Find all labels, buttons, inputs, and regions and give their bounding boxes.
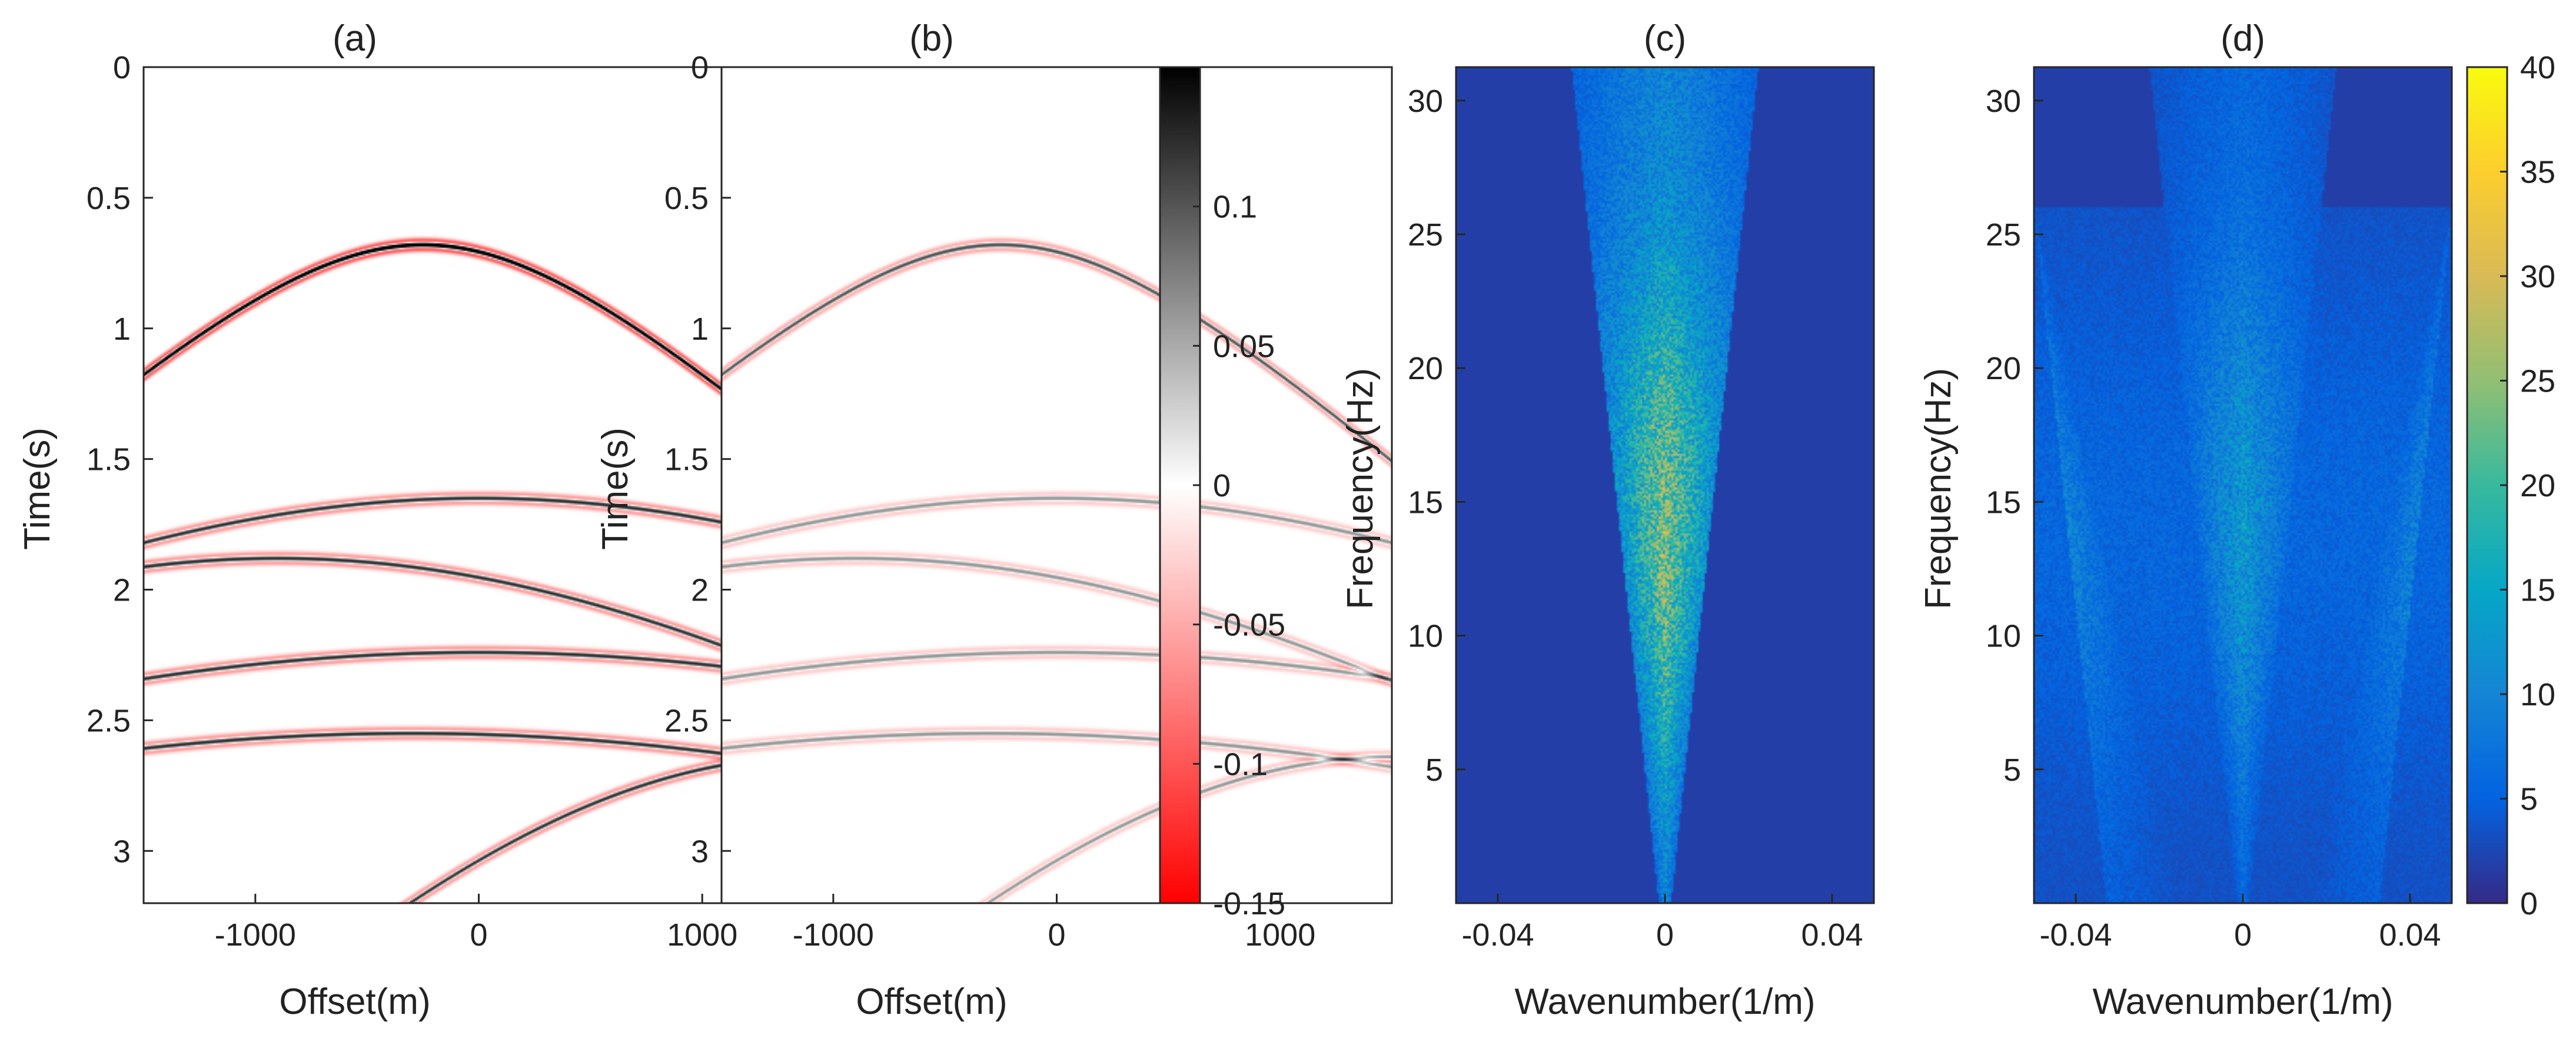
panel-c-yticks: 5 10 15 20 25 30 [1408, 84, 1465, 788]
xtick-label: 0 [1656, 917, 1674, 953]
colorbar-tick-label: 10 [2520, 677, 2555, 712]
panel-c-xticks: -0.04 0 0.04 [1461, 894, 1863, 953]
ytick-label: 10 [1986, 619, 2021, 654]
ytick-label: 1.5 [664, 442, 709, 477]
colorbar-tick-label: 0 [1213, 468, 1231, 503]
colorbar-tick-label: 25 [2520, 364, 2555, 399]
colorbar-d: 40 35 30 25 20 15 10 5 0 [2466, 50, 2555, 921]
ytick-label: 15 [1408, 485, 1443, 520]
ytick-label: 0.5 [664, 181, 709, 216]
colorbar-tick-label: 35 [2520, 155, 2555, 190]
xtick-label: -0.04 [1461, 917, 1534, 953]
xtick-label: 0 [1048, 917, 1065, 953]
ytick-label: 25 [1408, 217, 1443, 253]
ytick-label: 30 [1986, 84, 2021, 119]
colorbar-b-ticks: 0.1 0.05 0 -0.05 -0.1 -0.15 [1193, 190, 1285, 921]
panel-d-ylabel: Frequency(Hz) [1918, 368, 1959, 609]
colorbar-d-ticks: 40 35 30 25 20 15 10 5 0 [2500, 50, 2555, 921]
ytick-label: 1 [691, 311, 709, 347]
colorbar-tick-label: -0.1 [1213, 747, 1268, 782]
panel-c-xlabel: Wavenumber(1/m) [1514, 981, 1815, 1022]
ytick-label: 1 [113, 311, 131, 347]
xtick-label: 0.04 [1801, 917, 1863, 953]
panel-d-xticks: -0.04 0 0.04 [2039, 894, 2441, 953]
xtick-label: 1000 [667, 917, 737, 953]
ytick-label: 10 [1408, 619, 1443, 654]
xtick-label: -1000 [215, 917, 296, 953]
xtick-label: -0.04 [2039, 917, 2112, 953]
panel-b-heatmap [722, 67, 1392, 903]
colorbar-tick-label: 30 [2520, 259, 2555, 294]
ytick-label: 15 [1986, 485, 2021, 520]
ytick-label: 20 [1986, 351, 2021, 386]
colorbar-tick-label: 40 [2520, 50, 2555, 85]
xtick-label: 1000 [1245, 917, 1315, 953]
panel-b-ylabel: Time(s) [595, 427, 636, 550]
panel-c-title: (c) [1644, 18, 1686, 59]
panel-b: (b) 0 0.5 1 1.5 2 2.5 3 -1000 0 1000 Offset(m) T… [595, 18, 1393, 1022]
ytick-label: 2.5 [87, 703, 131, 738]
colorbar-tick-label: 0.05 [1213, 329, 1275, 364]
panel-c: (c) 5 10 15 20 25 30 -0.04 0 0.04 Wavenumber(1/… [1340, 18, 1875, 1022]
xtick-label: -1000 [793, 917, 874, 953]
panel-a-heatmap [144, 67, 814, 903]
panel-d: (d) 5 10 15 20 25 30 -0.04 0 0.04 Wavenumber(1/… [1918, 18, 2453, 1022]
ytick-label: 2.5 [664, 703, 709, 738]
ytick-label: 5 [2003, 752, 2021, 788]
colorbar-tick-label: 20 [2520, 468, 2555, 503]
panel-a-title: (a) [333, 18, 377, 59]
ytick-label: 2 [691, 573, 709, 608]
panel-a-yticks: 0 0.5 1 1.5 2 2.5 3 [87, 50, 153, 869]
panel-a-xticks: -1000 0 1000 [215, 894, 737, 953]
ytick-label: 2 [113, 573, 131, 608]
ytick-label: 1.5 [87, 442, 131, 477]
panel-b-yticks: 0 0.5 1 1.5 2 2.5 3 [664, 50, 731, 869]
xtick-label: 0.04 [2379, 917, 2441, 953]
panel-a-ylabel: Time(s) [17, 427, 58, 550]
colorbar-tick-label: -0.15 [1213, 886, 1285, 921]
panel-a: (a) 0 0.5 1 1.5 2 2.5 3 -1000 0 1000 Offset(m) T… [17, 18, 815, 1022]
xtick-label: 0 [470, 917, 487, 953]
ytick-label: 0.5 [87, 181, 131, 216]
ytick-label: 30 [1408, 84, 1443, 119]
panel-c-heatmap [1456, 67, 1874, 903]
ytick-label: 5 [1425, 752, 1443, 788]
xtick-label: 0 [2234, 917, 2252, 953]
ytick-label: 3 [113, 834, 131, 869]
ytick-label: 0 [113, 50, 131, 85]
panel-b-xlabel: Offset(m) [856, 981, 1007, 1022]
panel-c-ylabel: Frequency(Hz) [1340, 368, 1381, 609]
colorbar-tick-label: 15 [2520, 573, 2555, 608]
ytick-label: 25 [1986, 217, 2021, 253]
ytick-label: 20 [1408, 351, 1443, 386]
colorbar-tick-label: 5 [2520, 782, 2538, 817]
colorbar-tick-label: 0 [2520, 886, 2538, 921]
panel-d-title: (d) [2221, 18, 2265, 59]
colorbar-tick-label: 0.1 [1213, 190, 1257, 225]
ytick-label: 0 [691, 50, 709, 85]
panel-d-xlabel: Wavenumber(1/m) [2092, 981, 2393, 1022]
colorbar-tick-label: -0.05 [1213, 608, 1285, 643]
panel-d-heatmap [2034, 67, 2452, 903]
panel-b-title: (b) [909, 18, 954, 59]
colorbar-b: 0.1 0.05 0 -0.05 -0.1 -0.15 [1159, 66, 1285, 921]
panel-d-yticks: 5 10 15 20 25 30 [1986, 84, 2043, 788]
ytick-label: 3 [691, 834, 709, 869]
panel-b-xticks: -1000 0 1000 [793, 894, 1315, 953]
panel-a-xlabel: Offset(m) [279, 981, 430, 1022]
